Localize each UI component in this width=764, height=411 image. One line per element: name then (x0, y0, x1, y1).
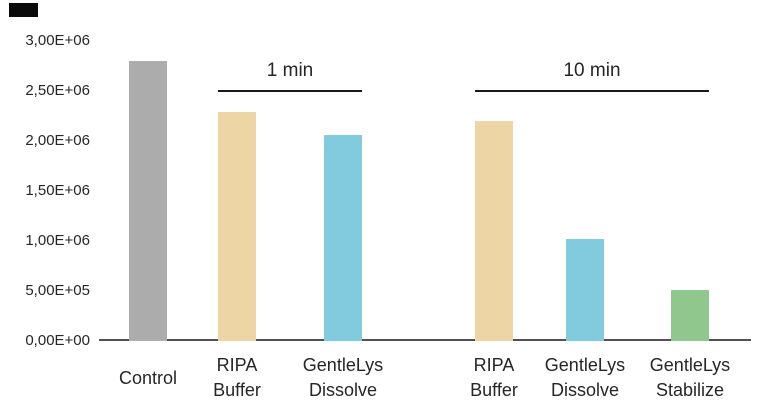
x-label-line: GentleLys (302, 355, 384, 375)
y-tick-label-2-00e-06: 2,00E+06 (25, 132, 90, 149)
x-label-line: GentleLys (649, 355, 731, 375)
y-tick-label-0-00e-00: 0,00E+00 (25, 332, 90, 349)
x-label-line: GentleLys (544, 355, 626, 375)
y-tick-label-3-00e-06: 3,00E+06 (25, 32, 90, 49)
bar-5-gentlelys-stabilize (671, 290, 709, 341)
bracket-label-1-min: 1 min (266, 60, 314, 81)
x-label-line: Dissolve (308, 380, 378, 400)
x-label-1-ripa-buffer: RIPA Buffer (172, 350, 302, 406)
bar-2-gentlelys-dissolve (324, 135, 362, 341)
x-label-line: Buffer (470, 380, 518, 400)
bracket-line-1-min (218, 90, 362, 92)
corner-mark (9, 3, 38, 17)
bar-0-control (129, 61, 167, 341)
bar-4-gentlelys-dissolve (566, 239, 604, 341)
x-label-line: Buffer (213, 380, 261, 400)
y-tick-label-1-00e-06: 1,00E+06 (25, 232, 90, 249)
x-axis-line (99, 339, 751, 341)
x-label-5-gentlelys-stabilize: GentleLys Stabilize (625, 350, 755, 406)
y-tick-label-1-50e-06: 1,50E+06 (25, 182, 90, 199)
y-tick-label-5-00e-05: 5,00E+05 (25, 282, 90, 299)
x-label-line: Dissolve (550, 380, 620, 400)
x-label-line: RIPA (473, 355, 515, 375)
x-label-line: RIPA (216, 355, 258, 375)
x-label-0-control: Control (83, 350, 213, 406)
y-tick-label-2-50e-06: 2,50E+06 (25, 82, 90, 99)
bar-1-ripa-buffer (218, 112, 256, 341)
x-label-3-ripa-buffer: RIPA Buffer (429, 350, 559, 406)
bar-3-ripa-buffer (475, 121, 513, 341)
x-label-line: Control (118, 367, 178, 388)
x-label-2-gentlelys-dissolve: GentleLys Dissolve (278, 350, 408, 406)
x-label-line: Stabilize (655, 380, 725, 400)
x-label-4-gentlelys-dissolve: GentleLys Dissolve (520, 350, 650, 406)
bracket-line-10-min (475, 90, 709, 92)
bracket-label-10-min: 10 min (563, 60, 621, 81)
